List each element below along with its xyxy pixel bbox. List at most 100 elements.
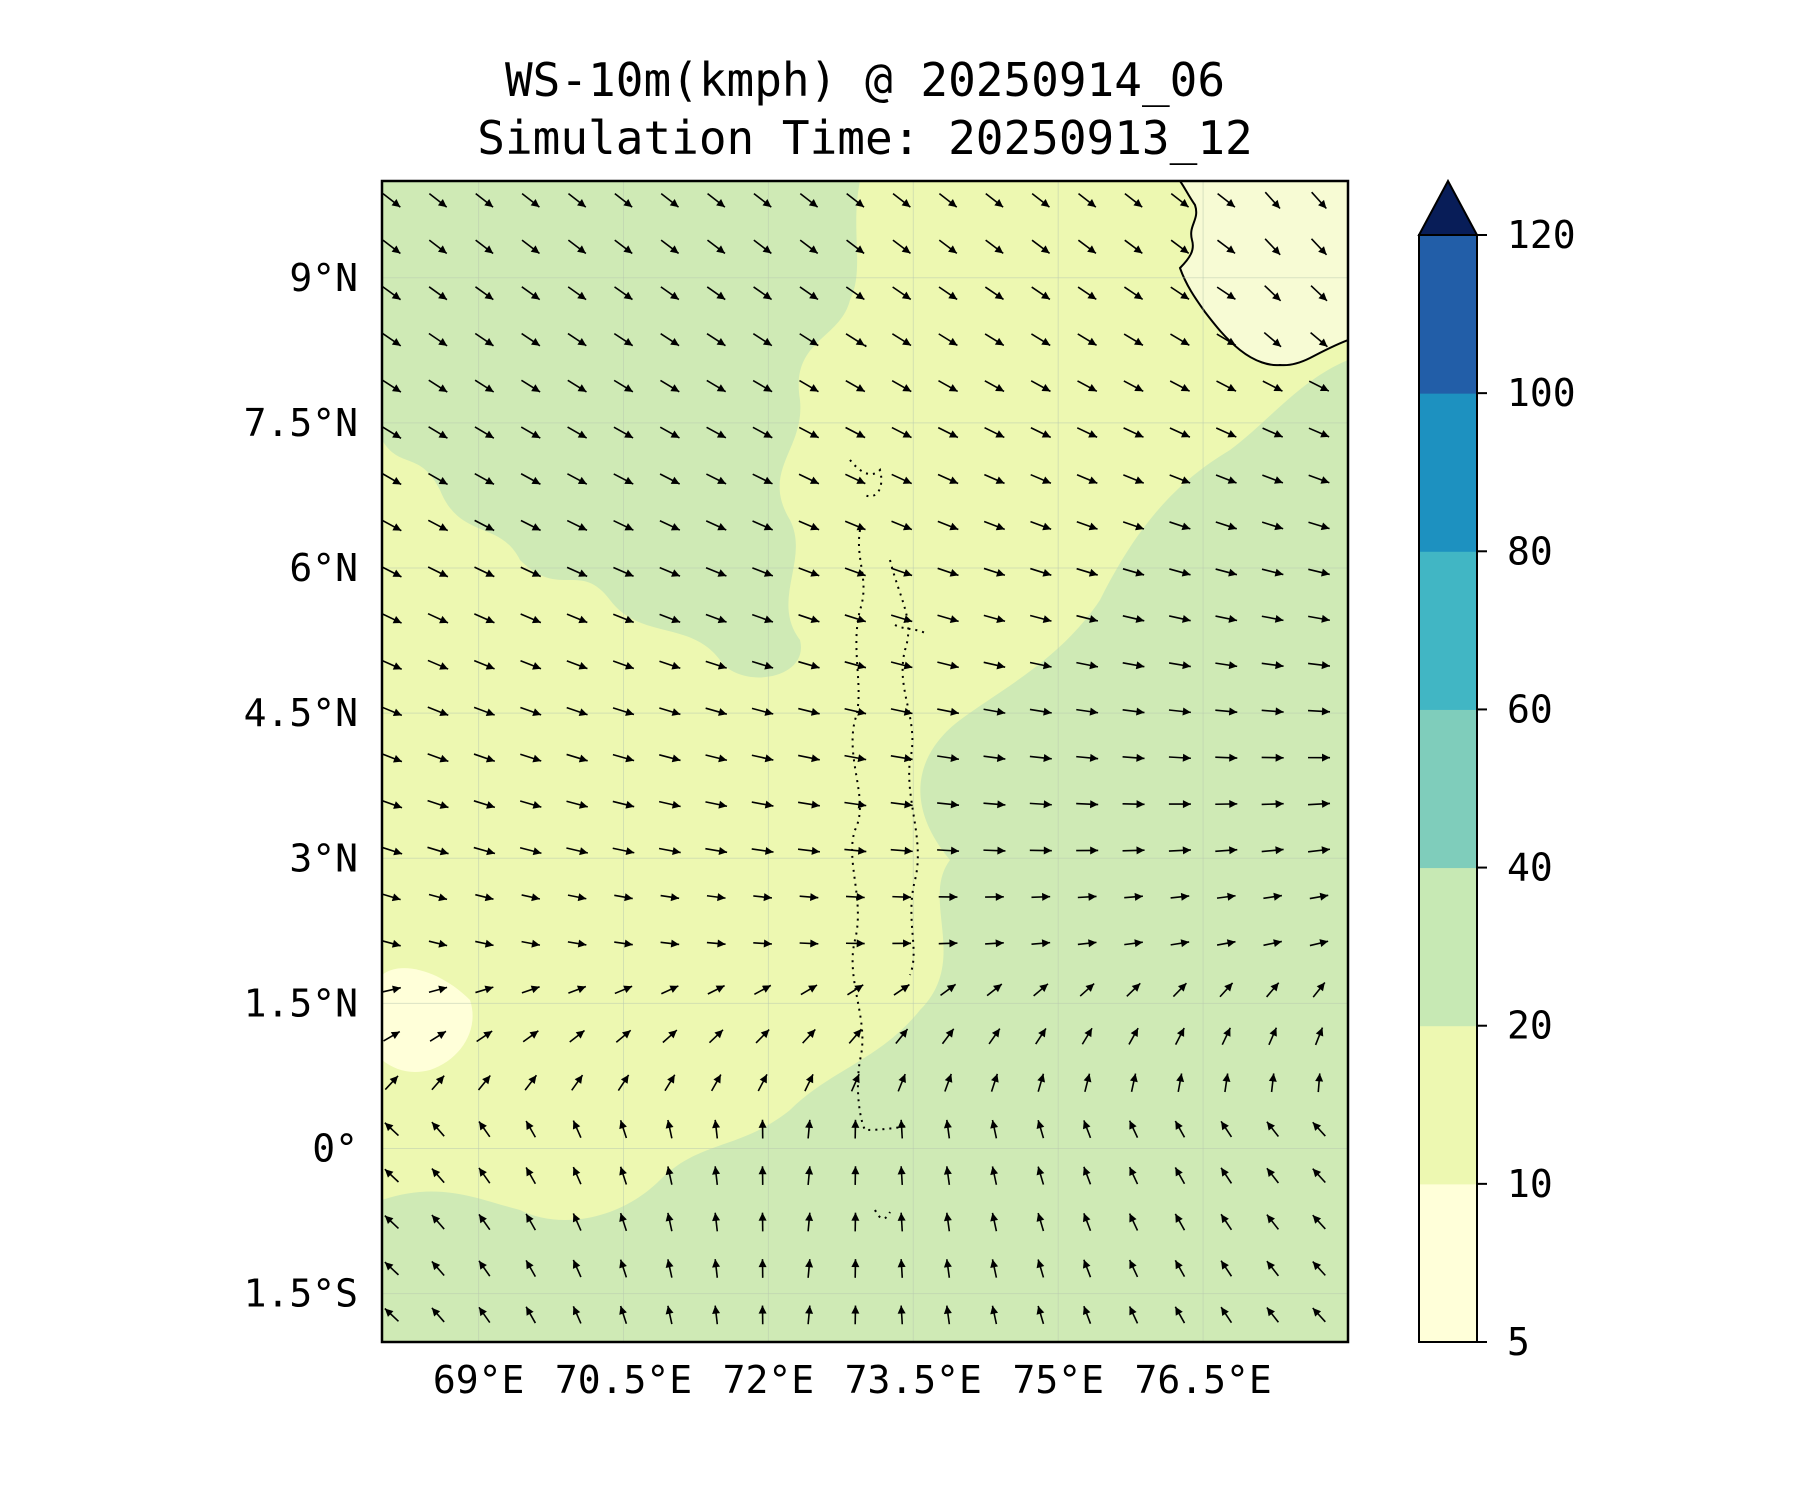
wind-vector	[938, 286, 958, 301]
wind-vector	[990, 1119, 999, 1139]
wind-vector	[613, 332, 634, 347]
wind-vector	[983, 707, 1006, 716]
wind-vector	[1308, 661, 1331, 670]
wind-speed-region-north	[382, 181, 860, 678]
wind-vector	[1261, 568, 1284, 577]
wind-vector	[798, 426, 820, 439]
wind-vector	[799, 192, 819, 208]
wind-vector	[708, 1029, 724, 1044]
wind-vector	[712, 1259, 721, 1278]
wind-vector	[845, 939, 865, 948]
wind-vector	[382, 286, 402, 301]
colorbar-tick-label: 80	[1507, 529, 1553, 573]
wind-vector	[520, 753, 542, 763]
wind-vector	[615, 1029, 632, 1043]
wind-vector	[1077, 286, 1097, 301]
wind-vector	[897, 1073, 906, 1092]
wind-vector	[1031, 286, 1051, 301]
lat-tick-label: 4.5°N	[244, 691, 358, 735]
wind-vector	[520, 613, 542, 624]
wind-vector	[752, 333, 773, 347]
wind-vector	[1174, 1259, 1186, 1278]
wind-vector	[661, 985, 679, 995]
wind-vector	[382, 985, 401, 994]
wind-vector	[1263, 939, 1282, 948]
colorbar-segment	[1419, 709, 1477, 869]
wind-vector	[431, 1121, 445, 1137]
wind-vector	[522, 1030, 539, 1043]
wind-vector	[1170, 333, 1190, 346]
wind-vector	[384, 1122, 400, 1137]
wind-vector	[897, 1119, 906, 1139]
wind-vector	[428, 286, 448, 301]
wind-vector	[612, 753, 635, 763]
wind-vector	[937, 426, 959, 439]
wind-vector	[659, 473, 681, 485]
wind-vector	[710, 1074, 722, 1092]
wind-vector	[1308, 380, 1330, 392]
wind-vector	[1031, 239, 1051, 255]
wind-vector	[524, 1074, 538, 1091]
wind-vector	[1262, 380, 1283, 392]
wind-vector	[799, 379, 819, 393]
wind-vector	[474, 613, 495, 624]
wind-vector	[851, 1305, 860, 1325]
wind-vector	[382, 192, 401, 208]
wind-vector	[938, 239, 958, 255]
wind-vector	[1079, 982, 1095, 997]
wind-vector	[475, 239, 494, 255]
lat-tick-label: 7.5°N	[244, 401, 358, 445]
wind-vector	[706, 239, 726, 255]
wind-vector	[805, 1166, 814, 1185]
lon-tick-label: 70.5°E	[555, 1358, 692, 1402]
wind-vector	[893, 983, 910, 996]
lat-tick-label: 9°N	[289, 256, 358, 300]
wind-vector	[985, 239, 1004, 255]
wind-vector	[799, 893, 819, 902]
wind-vector	[428, 939, 448, 948]
wind-vector	[382, 426, 402, 439]
wind-vector	[798, 520, 820, 531]
wind-vector	[753, 192, 772, 208]
wind-vector	[1261, 799, 1284, 808]
wind-vector	[473, 659, 495, 670]
wind-vector	[705, 847, 728, 855]
wind-vector	[519, 847, 542, 856]
wind-vector	[1126, 982, 1141, 997]
wind-vector	[798, 660, 820, 670]
wind-vector	[614, 985, 633, 995]
colorbar-segment	[1419, 867, 1477, 1027]
wind-vector	[844, 567, 866, 577]
wind-vector	[1030, 567, 1052, 577]
wind-vector	[1170, 286, 1190, 301]
wind-vector	[659, 566, 681, 577]
wind-vector	[1036, 1212, 1045, 1232]
wind-vector	[890, 661, 913, 670]
wind-vector	[1315, 1073, 1324, 1093]
wind-vector	[1215, 846, 1238, 855]
wind-vector	[705, 754, 728, 763]
wind-vector	[1169, 427, 1191, 438]
wind-vector	[427, 659, 449, 670]
wind-vector	[474, 472, 495, 486]
wind-vector	[572, 1120, 582, 1139]
wind-vector	[844, 707, 867, 716]
wind-vector	[797, 846, 820, 855]
wind-vector	[664, 1074, 676, 1092]
wind-vector	[1128, 1213, 1139, 1231]
wind-vector	[897, 1212, 906, 1232]
wind-vector	[846, 192, 865, 208]
wind-vector	[851, 1259, 860, 1278]
wind-vector	[705, 800, 728, 809]
wind-vector	[1029, 614, 1052, 623]
wind-vector	[521, 939, 541, 948]
wind-vector	[985, 192, 1004, 208]
wind-vector	[613, 519, 634, 531]
wind-vector	[1122, 753, 1145, 762]
wind-vector	[428, 379, 448, 393]
wind-vector	[428, 332, 448, 347]
wind-vector	[1174, 1306, 1186, 1324]
wind-vector	[1308, 427, 1330, 438]
wind-vector	[758, 1305, 767, 1325]
wind-vector	[384, 1261, 400, 1276]
